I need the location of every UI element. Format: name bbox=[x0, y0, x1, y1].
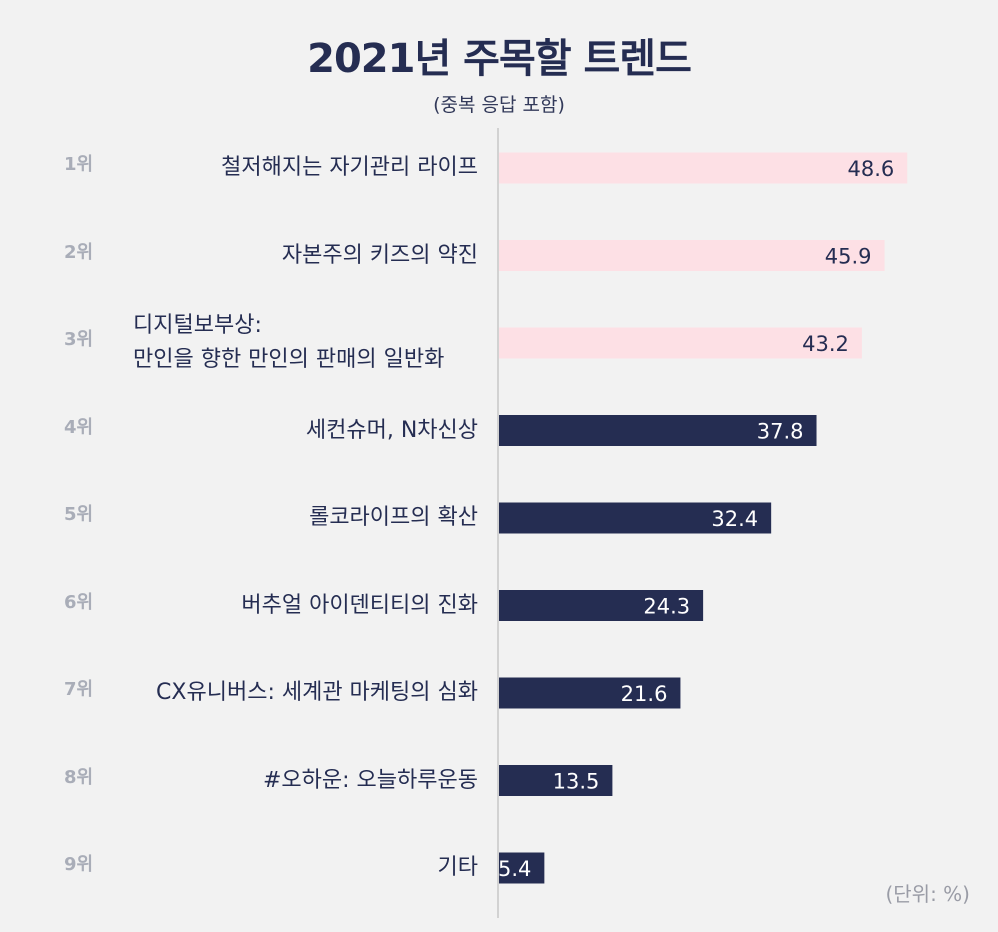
bar-value-label-5: 32.4 bbox=[711, 507, 758, 531]
bar-value-label-7: 21.6 bbox=[621, 682, 668, 706]
bar-value-label-6: 24.3 bbox=[643, 595, 690, 619]
category-label-line: 만인을 향한 만인의 판매의 일반화 bbox=[133, 347, 445, 372]
bar-7 bbox=[499, 677, 681, 709]
rank-label-8: 8위 bbox=[64, 766, 94, 788]
bar-4 bbox=[499, 415, 817, 446]
unit-note: (단위: %) bbox=[885, 882, 970, 906]
rank-label-4: 4위 bbox=[64, 416, 94, 438]
category-label-9: 기타 bbox=[118, 851, 478, 885]
chart-title: 2021년 주목할 트렌드 bbox=[307, 36, 692, 82]
bar-6 bbox=[499, 590, 704, 621]
category-label-2: 자본주의 키즈의 약진 bbox=[118, 239, 478, 273]
bar-1 bbox=[499, 152, 908, 184]
rank-label-9: 9위 bbox=[64, 854, 94, 875]
rank-label-3: 3위 bbox=[64, 329, 94, 350]
bar-value-label-1: 48.6 bbox=[847, 157, 894, 181]
rank-label-2: 2위 bbox=[64, 241, 94, 263]
category-label-5: 롤코라이프의 확산 bbox=[118, 501, 478, 535]
category-label-line: 버추얼 아이덴티티의 진화 bbox=[241, 592, 478, 618]
category-label-line: 세컨슈머, N차신상 bbox=[305, 417, 478, 443]
category-label-line: 기타 bbox=[437, 855, 478, 880]
bar-5 bbox=[499, 502, 772, 534]
bar-value-label-4: 37.8 bbox=[757, 420, 804, 444]
category-label-6: 버추얼 아이덴티티의 진화 bbox=[118, 589, 478, 623]
chart-subtitle: (중복 응답 포함) bbox=[433, 94, 565, 116]
category-label-1: 철저해지는 자기관리 라이프 bbox=[118, 151, 478, 185]
category-label-line: #오하운: 오늘하루운동 bbox=[263, 767, 478, 793]
bar-9 bbox=[499, 852, 545, 884]
bar-3 bbox=[499, 327, 862, 359]
category-label-line: 철저해지는 자기관리 라이프 bbox=[221, 155, 478, 180]
category-label-line: 자본주의 키즈의 약진 bbox=[281, 242, 478, 268]
bar-8 bbox=[499, 765, 613, 796]
category-label-8: #오하운: 오늘하루운동 bbox=[118, 764, 478, 798]
category-label-7: CX유니버스: 세계관 마케팅의 심화 bbox=[118, 676, 478, 710]
bar-value-label-2: 45.9 bbox=[825, 245, 872, 269]
bar-value-label-3: 43.2 bbox=[802, 332, 849, 356]
category-label-4: 세컨슈머, N차신상 bbox=[118, 414, 478, 448]
category-label-3: 디지털보부상: 만인을 향한 만인의 판매의 일반화 bbox=[133, 309, 478, 377]
rank-label-6: 6위 bbox=[64, 591, 94, 613]
bar-value-label-9: 5.4 bbox=[498, 857, 531, 881]
rank-label-1: 1위 bbox=[64, 154, 94, 175]
bar-value-label-8: 13.5 bbox=[553, 770, 600, 794]
category-label-line: 디지털보부상: bbox=[133, 313, 262, 338]
bar-2 bbox=[499, 240, 885, 271]
rank-label-5: 5위 bbox=[64, 504, 94, 525]
category-label-line: 롤코라이프의 확산 bbox=[309, 505, 478, 530]
rank-label-7: 7위 bbox=[64, 679, 94, 700]
category-label-line: CX유니버스: 세계관 마케팅의 심화 bbox=[156, 680, 478, 705]
